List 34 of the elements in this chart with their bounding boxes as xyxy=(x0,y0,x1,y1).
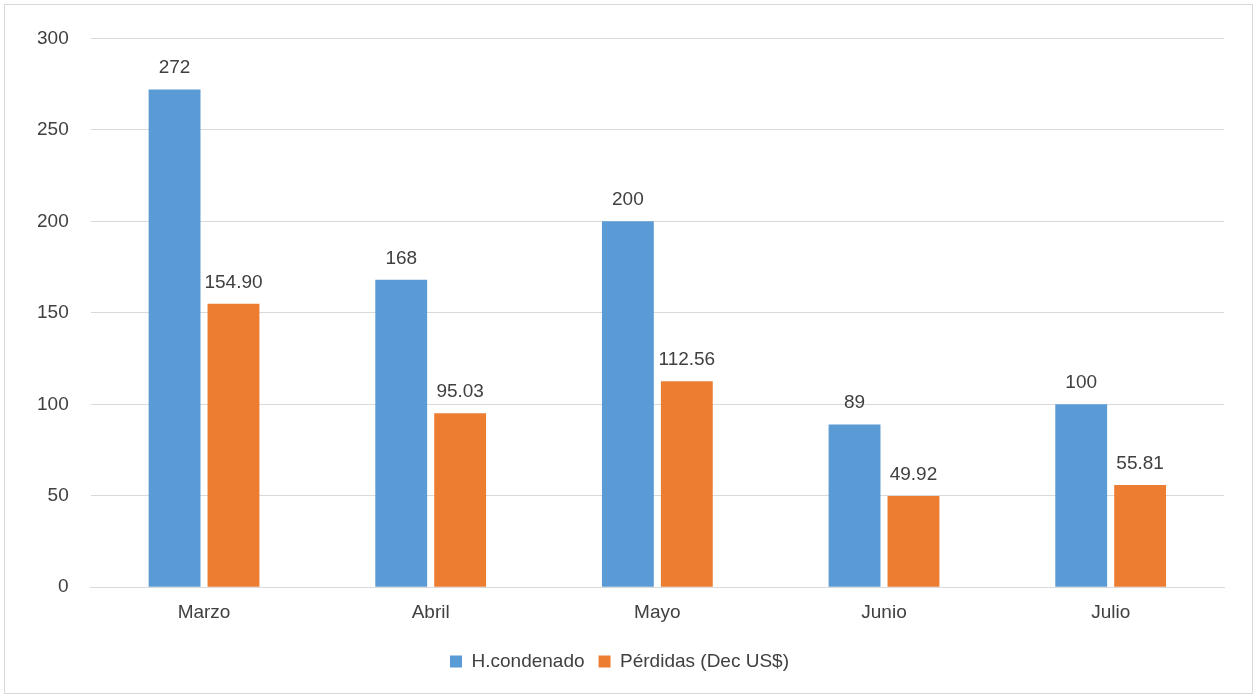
data-label: 272 xyxy=(158,56,191,78)
bar xyxy=(828,424,881,587)
x-tick-label: Abril xyxy=(411,600,450,622)
legend-label: Pérdidas (Dec US$) xyxy=(620,649,789,671)
data-label: 168 xyxy=(385,246,418,268)
data-label: 200 xyxy=(612,188,644,210)
data-label: 95.03 xyxy=(436,380,484,402)
y-tick-label: 100 xyxy=(37,392,69,414)
y-tick-label: 250 xyxy=(37,118,69,140)
bar xyxy=(887,495,940,587)
bar xyxy=(375,279,428,587)
y-tick-label: 150 xyxy=(37,301,69,323)
data-label: 112.56 xyxy=(658,348,716,370)
bar xyxy=(1055,404,1108,587)
data-label: 49.92 xyxy=(889,462,938,484)
data-label: 100 xyxy=(1065,371,1098,392)
bar xyxy=(207,303,260,587)
y-tick-label: 300 xyxy=(37,26,69,48)
data-label: 55.81 xyxy=(1116,451,1164,473)
bar xyxy=(434,413,487,587)
bar xyxy=(660,381,713,587)
bar xyxy=(1114,485,1167,587)
y-tick-label: 50 xyxy=(47,483,69,505)
y-tick-label: 200 xyxy=(37,209,69,231)
x-tick-label: Marzo xyxy=(177,600,231,622)
bar xyxy=(601,221,654,587)
y-tick-label: 0 xyxy=(58,575,69,597)
data-label: 154.90 xyxy=(204,270,263,292)
x-tick-label: Julio xyxy=(1091,600,1131,622)
x-tick-label: Mayo xyxy=(634,600,681,622)
bar xyxy=(148,89,201,587)
legend-label: H.condenado xyxy=(471,649,585,671)
data-label: 89 xyxy=(843,391,866,413)
x-tick-label: Junio xyxy=(861,600,907,622)
